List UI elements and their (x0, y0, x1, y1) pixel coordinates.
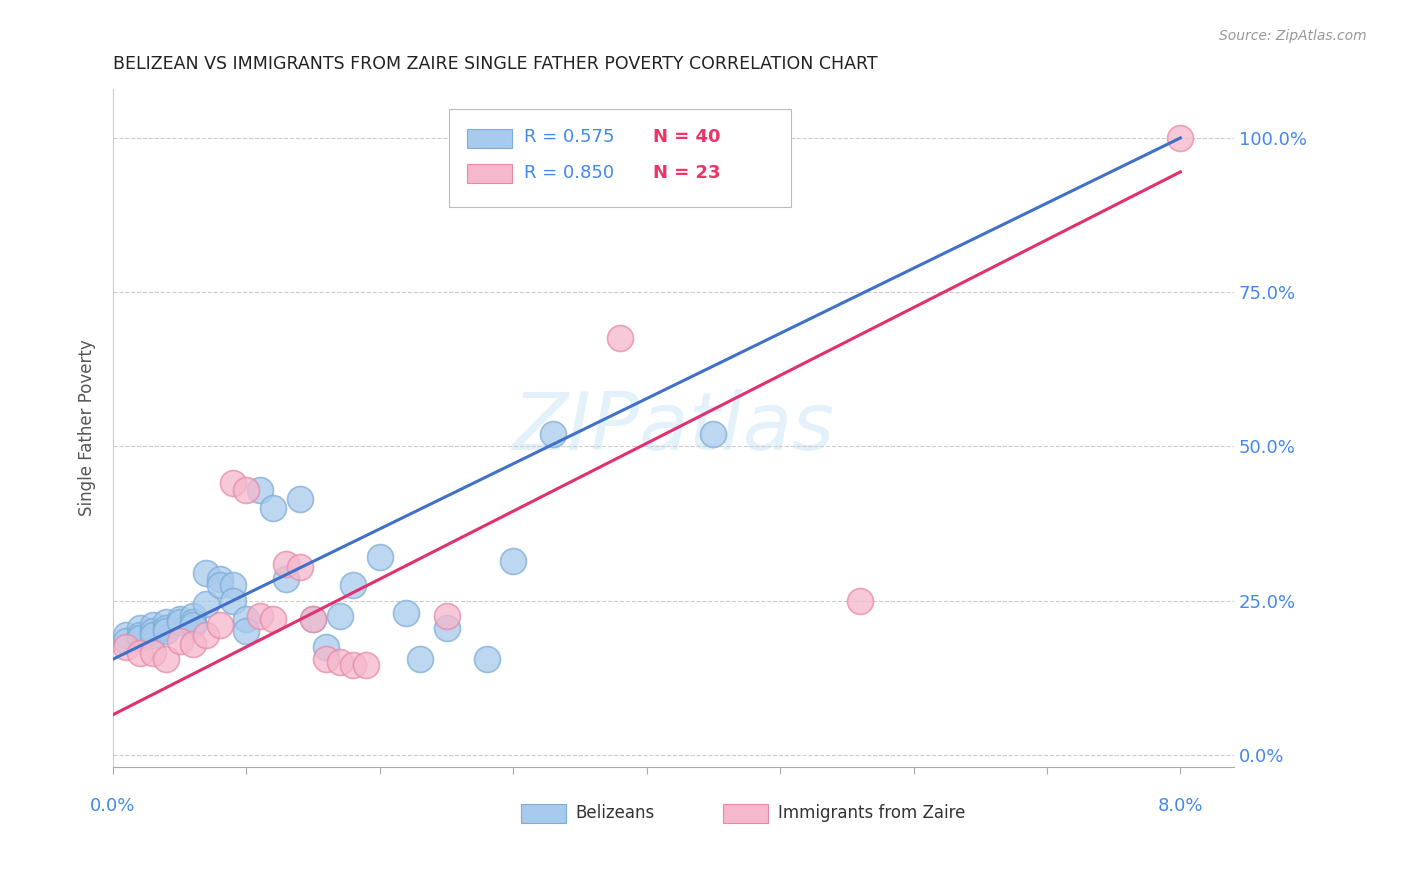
Point (142, 624, 165, 639)
Point (181, 637, 204, 651)
Text: Belizeans: Belizeans (576, 804, 655, 822)
Point (235, 624, 257, 639)
Point (169, 633, 191, 648)
Point (169, 615, 191, 630)
Point (276, 572, 298, 586)
Text: N = 40: N = 40 (654, 128, 721, 146)
Point (502, 553, 524, 567)
FancyBboxPatch shape (467, 128, 512, 147)
Point (288, 491, 311, 506)
Point (702, 427, 724, 442)
Point (249, 609, 271, 624)
Point (195, 597, 218, 611)
Text: Immigrants from Zaire: Immigrants from Zaire (778, 804, 965, 822)
Point (208, 578, 231, 592)
Point (276, 557, 298, 571)
Point (342, 578, 364, 592)
Text: R = 0.850: R = 0.850 (524, 164, 614, 182)
Point (222, 476, 245, 491)
Point (155, 652, 177, 666)
Point (356, 658, 378, 673)
Point (475, 652, 498, 666)
Point (142, 618, 165, 632)
Point (329, 655, 352, 669)
FancyBboxPatch shape (467, 164, 512, 183)
Point (181, 618, 204, 632)
Text: Source: ZipAtlas.com: Source: ZipAtlas.com (1219, 29, 1367, 44)
Point (115, 633, 138, 648)
Text: 0.0%: 0.0% (90, 797, 135, 814)
Point (142, 646, 165, 660)
Point (342, 658, 364, 673)
FancyBboxPatch shape (449, 109, 792, 207)
Point (849, 593, 872, 607)
Point (155, 615, 177, 630)
Point (128, 631, 150, 645)
Point (208, 572, 231, 586)
Point (195, 566, 218, 580)
Text: 8.0%: 8.0% (1157, 797, 1204, 814)
Text: BELIZEAN VS IMMIGRANTS FROM ZAIRE SINGLE FATHER POVERTY CORRELATION CHART: BELIZEAN VS IMMIGRANTS FROM ZAIRE SINGLE… (112, 55, 877, 73)
Point (128, 621, 150, 635)
Point (235, 483, 257, 497)
Point (436, 621, 458, 635)
Point (222, 578, 245, 592)
Point (436, 609, 458, 624)
Point (155, 624, 177, 639)
Point (128, 627, 150, 641)
Point (249, 483, 271, 497)
Point (222, 593, 245, 607)
Point (315, 652, 337, 666)
FancyBboxPatch shape (522, 804, 565, 822)
Point (409, 652, 432, 666)
Point (395, 606, 418, 620)
Point (195, 627, 218, 641)
FancyBboxPatch shape (723, 804, 768, 822)
Point (262, 612, 284, 626)
Point (115, 627, 138, 641)
Text: N = 23: N = 23 (654, 164, 721, 182)
Point (315, 640, 337, 654)
Point (1170, 131, 1192, 145)
Point (181, 609, 204, 624)
Text: ZIPatlas: ZIPatlas (512, 389, 834, 467)
Point (169, 612, 191, 626)
Point (262, 501, 284, 516)
Point (288, 559, 311, 574)
Point (543, 427, 565, 442)
Point (368, 550, 391, 565)
Point (155, 621, 177, 635)
Y-axis label: Single Father Poverty: Single Father Poverty (79, 340, 96, 516)
Point (302, 612, 325, 626)
Point (609, 331, 631, 345)
Point (302, 612, 325, 626)
Text: R = 0.575: R = 0.575 (524, 128, 614, 146)
Point (329, 609, 352, 624)
Point (115, 640, 138, 654)
Point (142, 627, 165, 641)
Point (181, 615, 204, 630)
Point (235, 612, 257, 626)
Point (128, 646, 150, 660)
Point (208, 618, 231, 632)
